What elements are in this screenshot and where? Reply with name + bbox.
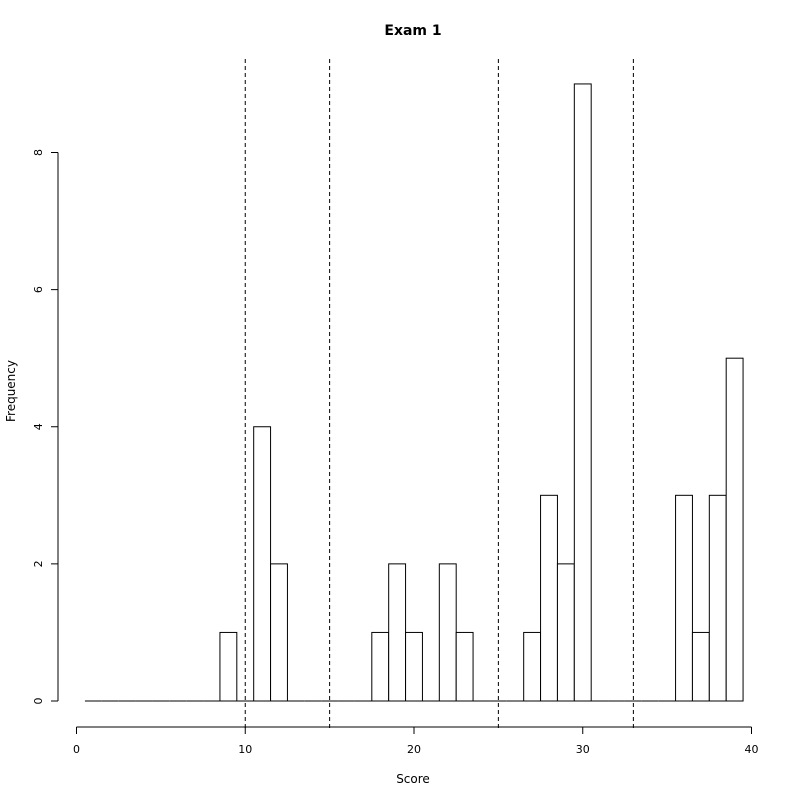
y-tick-label: 0: [32, 698, 45, 705]
histogram-bar: [405, 631, 423, 702]
x-tick-label: 40: [745, 743, 759, 756]
plot-area: [84, 59, 744, 729]
x-tick-label: 0: [73, 743, 80, 756]
x-tick-label: 30: [576, 743, 590, 756]
x-tick-label: 20: [407, 743, 421, 756]
histogram-bar: [438, 563, 457, 702]
chart-title: Exam 1: [384, 23, 441, 39]
y-tick-label: 6: [32, 286, 45, 293]
histogram-bar: [708, 494, 727, 702]
histogram-bar: [523, 631, 542, 702]
histogram-bar: [556, 563, 575, 702]
histogram-bar: [573, 83, 592, 702]
y-axis-label: Frequency: [4, 360, 18, 422]
y-tick-label: 2: [32, 560, 45, 567]
histogram-bar: [725, 357, 744, 702]
x-axis-ticks: 0 10 20 30 40: [73, 727, 759, 756]
y-tick-label: 8: [32, 149, 45, 156]
x-axis-label: Score: [396, 772, 430, 786]
x-tick-label: 10: [238, 743, 252, 756]
histogram-bar: [675, 494, 693, 702]
y-tick-label: 4: [32, 423, 45, 430]
histogram-bar: [253, 426, 272, 702]
histogram-bar: [219, 631, 238, 702]
histogram-bar: [691, 631, 710, 702]
histogram-bar: [388, 563, 407, 702]
histogram-bar: [540, 494, 558, 702]
histogram-bar: [371, 631, 390, 702]
histogram-bar: [455, 631, 474, 702]
y-axis-ticks: 0 2 4 6 8: [32, 149, 58, 705]
histogram-bar: [270, 563, 288, 702]
